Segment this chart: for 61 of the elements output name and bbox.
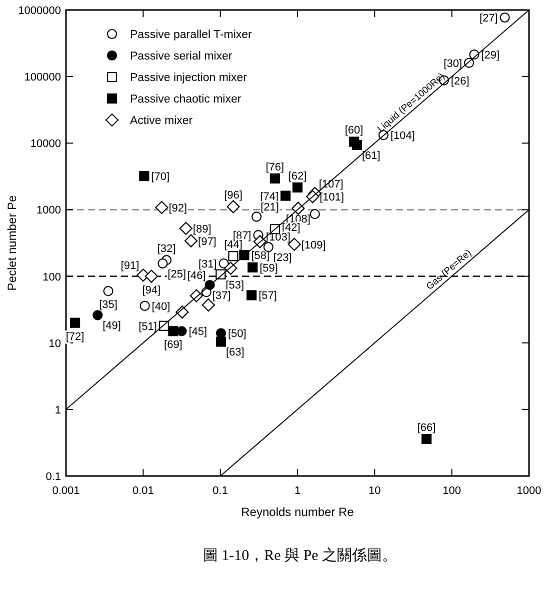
annotation: [89] xyxy=(192,223,212,236)
annotation: [61] xyxy=(362,150,380,162)
x-tick-label: 0.1 xyxy=(212,485,228,497)
annotation: [51] xyxy=(138,320,157,333)
annotation: [21] xyxy=(260,202,279,214)
annotation: [35] xyxy=(99,299,118,312)
annotation: [97] xyxy=(198,236,216,248)
annotation: [94] xyxy=(142,284,161,296)
annotation: [45] xyxy=(188,326,208,338)
annotation: [58] xyxy=(251,250,270,262)
annotation: [31] xyxy=(198,258,217,270)
annotation: [69] xyxy=(164,339,182,352)
annotation: [42] xyxy=(282,222,300,234)
legend-label: Passive chaotic mixer xyxy=(130,94,242,106)
annotation: [96] xyxy=(224,190,242,202)
legend-label: Passive parallel T-mixer xyxy=(130,29,252,41)
annotation: [49] xyxy=(102,320,121,332)
annotation: [70] xyxy=(151,171,170,184)
annotation: [92] xyxy=(168,202,188,214)
annotation: [57] xyxy=(258,290,277,302)
annotation: [63] xyxy=(226,346,244,359)
annotation: [72] xyxy=(66,330,84,343)
y-tick-label: 100 xyxy=(42,271,61,284)
annotation: [26] xyxy=(450,75,470,88)
y-tick-label: 1 xyxy=(54,404,61,416)
y-axis-title: Peclet number Pe xyxy=(5,194,19,291)
x-axis-title: Reynolds number Re xyxy=(241,505,354,519)
y-tick-label: 10 xyxy=(48,338,61,350)
x-tick-label: 10 xyxy=(368,485,381,497)
annotation: [23] xyxy=(273,252,292,264)
annotation: [101] xyxy=(320,192,344,204)
x-tick-label: 0.01 xyxy=(132,485,154,497)
y-tick-label: 1000 xyxy=(36,204,61,217)
annotation: [32] xyxy=(157,243,176,256)
legend-label: Passive injection mixer xyxy=(130,72,248,84)
y-tick-label: 1000000 xyxy=(18,5,61,17)
annotation: [109] xyxy=(301,239,326,252)
caption: 圖 1-10，Re 與 Pe 之關係圖。 xyxy=(202,547,398,564)
annotation: [53] xyxy=(226,279,244,292)
annotation: [50] xyxy=(228,328,246,340)
x-tick-label: 100 xyxy=(442,485,462,497)
annotation: [37] xyxy=(212,290,231,302)
annotation: [27] xyxy=(479,12,498,25)
annotation: [30] xyxy=(444,58,462,70)
legend-label: Passive serial mixer xyxy=(130,50,232,62)
annotation: [40] xyxy=(152,300,170,313)
annotation: [66] xyxy=(417,422,436,434)
x-tick-label: 1000 xyxy=(516,485,542,497)
annotation: [29] xyxy=(481,50,500,62)
annotation: [76] xyxy=(266,161,284,174)
y-tick-label: 10000 xyxy=(30,138,61,150)
annotation: [59] xyxy=(260,262,278,274)
y-tick-label: 100000 xyxy=(24,72,61,84)
x-tick-label: 0.001 xyxy=(52,485,80,497)
annotation: [60] xyxy=(344,124,364,137)
annotation: [62] xyxy=(288,170,307,182)
annotation: [104] xyxy=(390,130,415,142)
y-tick-label: 0.1 xyxy=(46,471,61,483)
x-tick-label: 1 xyxy=(294,485,301,497)
annotation: [91] xyxy=(120,260,140,272)
legend-label: Active mixer xyxy=(130,115,193,127)
